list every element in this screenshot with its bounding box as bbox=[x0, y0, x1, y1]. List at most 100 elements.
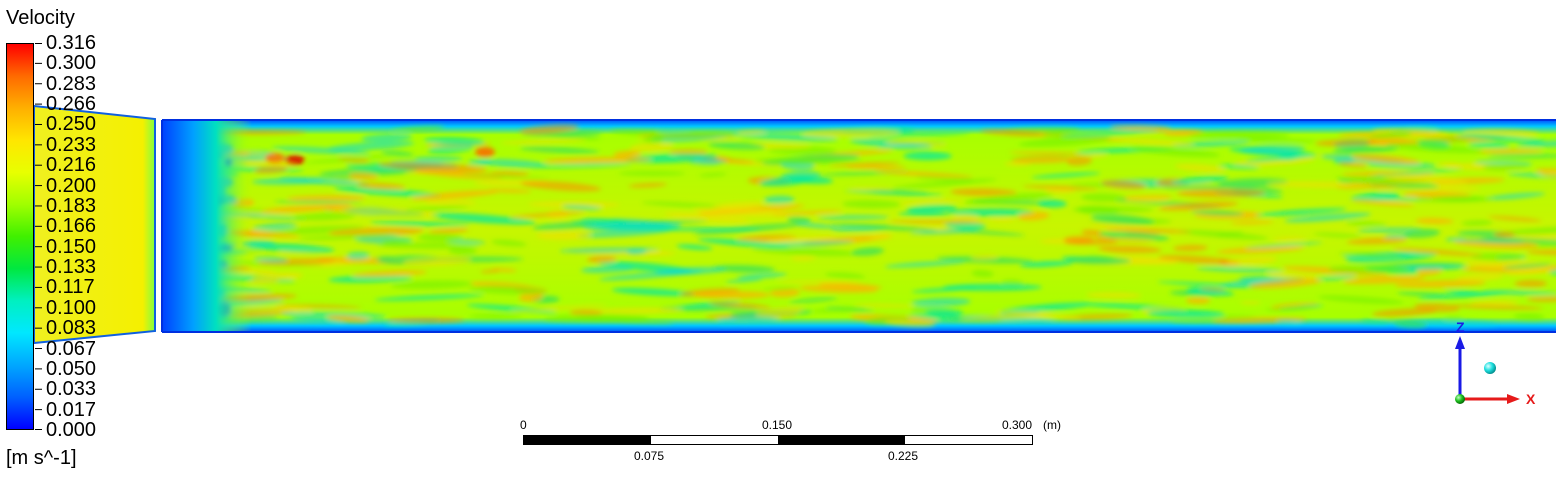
flow-streak bbox=[884, 260, 967, 268]
flow-streak bbox=[1278, 304, 1324, 310]
flow-eddy bbox=[182, 288, 194, 299]
flow-streak bbox=[797, 150, 894, 159]
flow-streak bbox=[1188, 131, 1290, 140]
flow-streak bbox=[769, 288, 800, 298]
flow-streak bbox=[330, 174, 362, 184]
flow-streak bbox=[163, 285, 273, 293]
flow-streak bbox=[853, 303, 916, 308]
flow-streak bbox=[378, 162, 488, 172]
flow-streak bbox=[1216, 246, 1305, 254]
flow-eddy bbox=[209, 150, 223, 160]
z-axis-label: Z bbox=[1456, 319, 1465, 335]
flow-streak bbox=[387, 317, 465, 324]
flow-streak bbox=[828, 162, 901, 167]
flow-eddy bbox=[169, 165, 191, 177]
flow-streak bbox=[253, 256, 289, 263]
flow-streak bbox=[332, 207, 438, 217]
flow-streak bbox=[651, 131, 739, 143]
flow-streak bbox=[1142, 306, 1187, 316]
legend-label: 0.117 bbox=[46, 276, 95, 299]
flow-streak bbox=[1396, 291, 1449, 297]
flow-streak bbox=[1318, 295, 1404, 305]
flow-streak bbox=[1273, 236, 1306, 241]
flow-streak bbox=[229, 230, 261, 235]
flow-streak bbox=[168, 211, 267, 223]
flow-streak bbox=[801, 235, 893, 246]
flow-streak bbox=[1170, 176, 1228, 185]
flow-streak bbox=[675, 154, 732, 163]
legend-label: 0.250 bbox=[46, 113, 97, 136]
flow-eddy bbox=[213, 244, 233, 252]
flow-streak bbox=[790, 256, 816, 261]
flow-streak bbox=[194, 293, 298, 303]
flow-streak bbox=[1392, 247, 1483, 257]
flow-streak bbox=[182, 298, 226, 304]
flow-streak bbox=[1230, 187, 1284, 194]
flow-eddy bbox=[196, 239, 207, 247]
flow-streak bbox=[217, 206, 272, 213]
flow-streak bbox=[1474, 160, 1533, 167]
flow-streak bbox=[1372, 128, 1449, 138]
flow-eddy bbox=[192, 214, 202, 224]
flow-streak bbox=[306, 174, 371, 181]
flow-streak bbox=[1422, 134, 1506, 143]
flow-streak bbox=[819, 170, 910, 176]
flow-streak bbox=[229, 198, 255, 208]
flow-eddy bbox=[202, 194, 225, 208]
flow-streak bbox=[1018, 136, 1112, 147]
flow-streak bbox=[274, 200, 363, 204]
flow-streak bbox=[811, 306, 866, 313]
flow-streak bbox=[1037, 199, 1067, 208]
flow-streak bbox=[1347, 178, 1410, 185]
legend-label: 0.216 bbox=[46, 154, 97, 177]
flow-streak bbox=[1170, 315, 1258, 323]
flow-streak bbox=[544, 313, 649, 323]
scale-segment bbox=[524, 436, 651, 444]
flow-streak bbox=[532, 221, 595, 231]
flow-streak bbox=[1430, 195, 1486, 202]
flow-streak bbox=[909, 229, 981, 235]
flow-streak bbox=[1249, 278, 1322, 289]
flow-streak bbox=[1211, 317, 1308, 324]
flow-streak bbox=[1481, 290, 1556, 296]
flow-streak bbox=[410, 190, 500, 201]
flow-streak bbox=[1383, 233, 1412, 240]
flow-streak bbox=[1267, 271, 1319, 279]
flow-streak bbox=[425, 142, 492, 147]
flow-streak bbox=[257, 258, 336, 266]
flow-streak bbox=[946, 229, 1025, 236]
flow-streak bbox=[1157, 255, 1237, 265]
flow-streak bbox=[473, 179, 551, 187]
legend-colorbar bbox=[6, 43, 34, 430]
flow-streak bbox=[1549, 269, 1556, 275]
flow-streak bbox=[768, 146, 838, 155]
flow-streak bbox=[1075, 146, 1175, 154]
flow-streak bbox=[1445, 237, 1466, 242]
flow-streak bbox=[201, 312, 233, 320]
flow-streak bbox=[759, 176, 814, 187]
flow-streak bbox=[1465, 259, 1555, 270]
flow-streak bbox=[1393, 319, 1428, 329]
flow-streak bbox=[469, 281, 533, 290]
axis-triad[interactable]: Z X bbox=[1446, 318, 1546, 418]
flow-streak bbox=[759, 307, 806, 313]
flow-streak bbox=[1217, 277, 1306, 288]
flow-streak bbox=[950, 188, 1018, 197]
flow-streak bbox=[1320, 154, 1405, 164]
flow-streak bbox=[1402, 191, 1472, 199]
flow-streak bbox=[971, 199, 1051, 205]
flow-streak bbox=[818, 282, 883, 290]
flow-streak bbox=[1335, 175, 1435, 186]
flow-streak bbox=[1416, 267, 1442, 276]
flow-streak bbox=[461, 173, 550, 180]
flow-streak bbox=[383, 319, 440, 327]
flow-streak bbox=[1350, 192, 1400, 202]
flow-streak bbox=[849, 138, 933, 150]
flow-streak bbox=[1351, 199, 1415, 207]
flow-streak bbox=[865, 189, 929, 195]
flow-streak bbox=[609, 218, 673, 225]
flow-streak bbox=[489, 171, 530, 177]
flow-streak bbox=[693, 223, 803, 235]
flow-streak bbox=[570, 220, 680, 231]
